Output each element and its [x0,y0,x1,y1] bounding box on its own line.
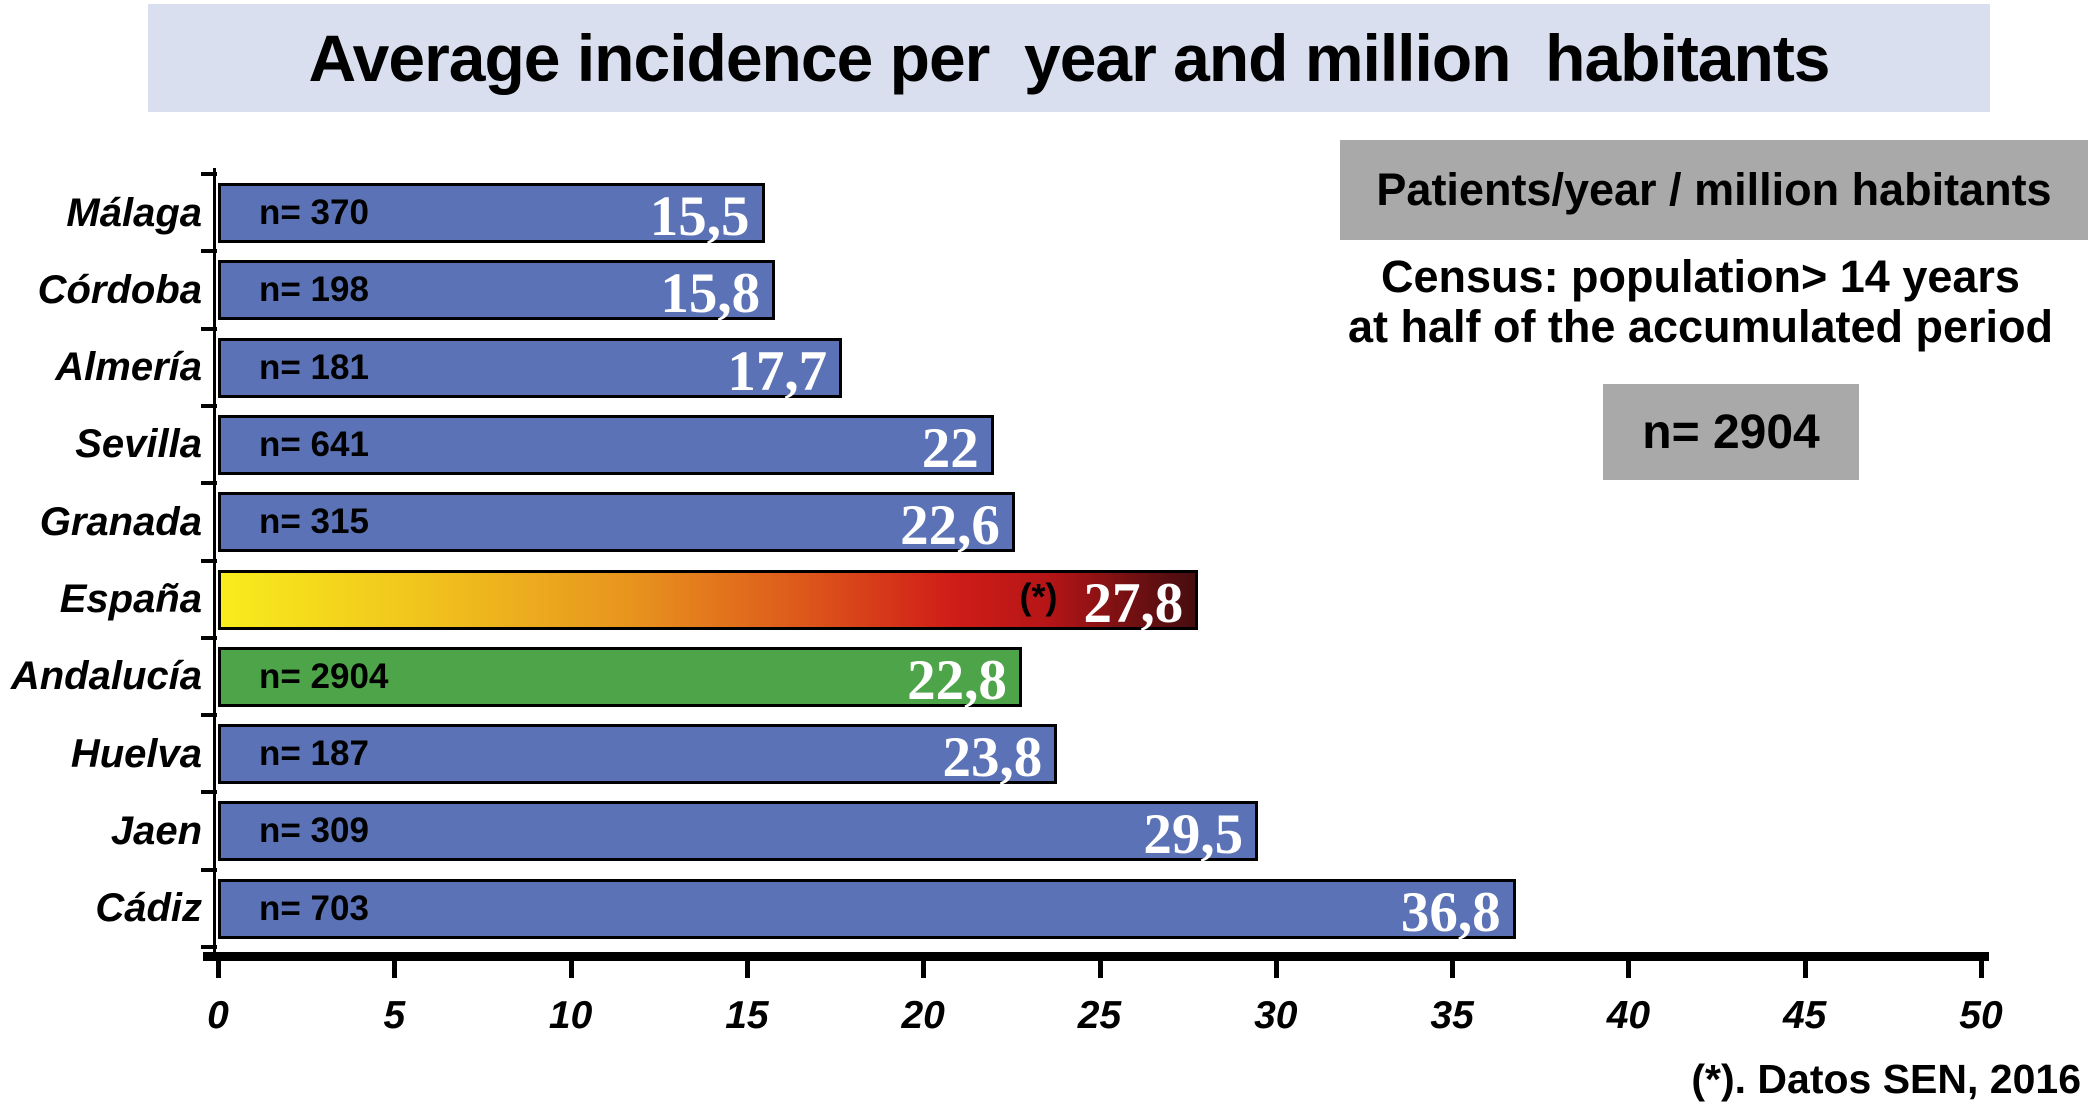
bar-value: 22,6 [900,494,1000,558]
y-axis-tick [201,635,217,640]
chart-title: Average incidence per year and million h… [308,21,1830,95]
bar-value-asterisk: (*) [1019,575,1058,617]
bar-value: 29,5 [1143,803,1244,867]
bar-n-label: n= 309 [259,811,369,851]
category-label: Huelva [70,731,202,776]
x-axis-tick [1802,961,1808,978]
census-note-line1: Census: population> 14 years [1381,250,2020,302]
bar-n-label: n= 641 [259,424,369,464]
bar-n-label: n= 370 [259,193,369,232]
category-label: Córdoba [37,267,202,312]
bar-value: 23,8 [942,726,1043,790]
source-footnote: (*). Datos SEN, 2016 [1691,1056,2081,1102]
x-axis-tick [1979,961,1984,978]
bar-españa: (*) 27,8 [218,569,1199,633]
bar-córdoba: n= 198 15,8 [218,260,776,324]
bar-value-group: 15,8 [660,264,760,324]
n-total-box: n= 2904 [1603,384,1859,480]
chart-title-box: Average incidence per year and million h… [148,4,1990,112]
x-axis-tick-label: 15 [725,994,769,1037]
bar-value: 15,5 [649,185,750,248]
x-axis-tick [1450,961,1456,978]
category-label: Almería [55,345,202,390]
x-axis-tick [216,961,221,978]
bar-málaga: n= 370 15,5 [218,183,765,247]
bar-sevilla: n= 641 22 [218,414,994,478]
bar-huelva: n= 187 23,8 [218,724,1058,788]
bar-n-label: n= 187 [259,734,369,774]
y-axis-tick [201,326,217,331]
x-axis-line [203,952,1989,961]
bar-value-group: 17,7 [727,339,828,403]
bar-value: 27,8 [1083,571,1184,635]
y-axis-tick [201,172,217,176]
y-axis-tick [201,713,217,718]
bar-n-label: n= 198 [259,270,369,310]
category-label: Sevilla [75,422,202,467]
bar-value-group: 36,8 [1400,880,1501,944]
bar-value: 15,8 [660,262,761,326]
bar-value-group: (*) 27,8 [1019,571,1184,635]
bar-n-label: n= 2904 [259,656,389,696]
x-axis-tick [921,961,927,978]
patients-per-year-box: Patients/year / million habitants [1340,140,2088,240]
bar-value: 22,8 [907,648,1007,712]
y-axis-tick [201,790,217,795]
bar-almería: n= 181 17,7 [218,337,843,401]
category-label: Málaga [66,190,202,235]
x-axis-tick-label: 5 [383,994,406,1037]
x-axis-tick [1097,961,1103,978]
bar-n-label: n= 181 [259,347,369,387]
x-axis-tick [1273,961,1279,978]
y-axis-tick [201,558,217,563]
bar-value: 22 [921,416,979,480]
x-axis-tick [568,961,574,978]
y-axis-tick [201,945,217,949]
bar-jaen: n= 309 29,5 [218,801,1259,865]
y-axis-tick [201,403,217,408]
x-axis-tick-label: 0 [207,994,229,1037]
y-axis-tick [201,481,217,486]
category-label: Jaen [110,808,202,853]
x-axis-tick [1626,961,1632,978]
bar-value-group: 22 [921,416,979,480]
category-label: España [59,577,202,621]
bar-value-group: 29,5 [1143,805,1243,865]
census-note-line2: at half of the accumulated period [1347,301,2054,352]
bar-value: 36,8 [1400,880,1501,944]
y-axis-tick [201,249,217,254]
bar-cádiz: n= 703 36,8 [218,878,1516,942]
bar-value-group: 23,8 [942,728,1042,788]
x-axis-tick-label: 25 [1077,994,1122,1037]
category-label: Cádiz [95,886,202,931]
bar-value: 17,7 [727,339,828,403]
x-axis-tick-label: 35 [1430,994,1474,1037]
bar-n-label: n= 315 [259,502,369,542]
bar-value-group: 15,5 [650,187,750,247]
x-axis-tick-label: 45 [1782,994,1827,1037]
bar-andalucía: n= 2904 22,8 [218,646,1022,710]
x-axis-tick [744,961,750,978]
bar-granada: n= 315 22,6 [218,492,1015,556]
category-label: Andalucía [10,654,202,699]
x-axis-tick [392,961,398,978]
x-axis-tick-label: 40 [1606,994,1651,1037]
x-axis-tick-label: 30 [1254,994,1298,1037]
x-axis-tick-label: 50 [1959,994,2003,1037]
y-axis-line [213,168,216,958]
bar-value-group: 22,8 [907,648,1007,712]
category-label: Granada [39,499,202,544]
bar-n-label: n= 703 [259,888,369,928]
census-note: Census: population> 14 years at half of … [1310,250,2091,354]
bar-value-group: 22,6 [900,496,1000,556]
x-axis-tick-label: 20 [901,994,945,1037]
y-axis-tick [201,867,217,872]
x-axis-tick-label: 10 [548,994,593,1037]
